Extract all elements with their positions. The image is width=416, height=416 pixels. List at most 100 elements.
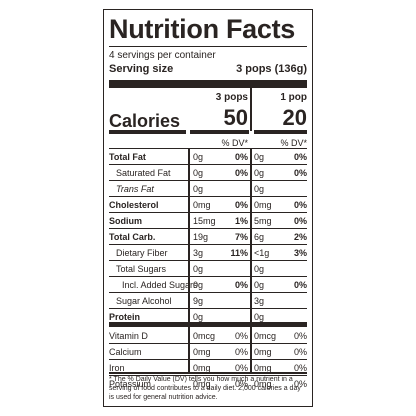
dv-header-col1: % DV* xyxy=(221,138,248,148)
row-divider xyxy=(109,180,307,181)
row-divider xyxy=(109,212,307,213)
dv-col2: 0% xyxy=(293,168,307,178)
calories-col2: 20 xyxy=(282,105,307,130)
nutrient-name: Vitamin D xyxy=(109,331,148,341)
amount-col1: 19g xyxy=(193,232,209,242)
dv-col1: 0% xyxy=(234,152,248,162)
amount-col2: 0mg xyxy=(254,200,272,210)
row-divider xyxy=(109,164,307,165)
row-divider xyxy=(109,359,307,360)
divider xyxy=(109,46,307,47)
nutrient-row: Total Fat 0g 0% 0g 0% xyxy=(104,149,312,165)
row-divider xyxy=(109,228,307,229)
dv-col2: 3% xyxy=(293,248,307,258)
nutrient-row: Saturated Fat 0g 0% 0g 0% xyxy=(104,165,312,181)
amount-col2: <1g xyxy=(254,248,270,258)
amount-col1: 0mg xyxy=(193,379,211,389)
nutrient-row: Trans Fat 0g 0g xyxy=(104,181,312,197)
nutrient-name: Sodium xyxy=(109,216,142,226)
nutrient-name: Dietary Fiber xyxy=(116,248,168,258)
nutrient-row: Potassium 0mg 0% 0mg 0% xyxy=(104,376,312,392)
nutrient-name: Total Carb. xyxy=(109,232,156,242)
thick-divider xyxy=(190,130,249,134)
amount-col2: 0mg xyxy=(254,347,272,357)
dv-col1: 0% xyxy=(234,363,248,373)
amount-col1: 0mg xyxy=(193,363,211,373)
dv-col1: 7% xyxy=(234,232,248,242)
amount-col2: 3g xyxy=(254,296,265,306)
dv-col2: 0% xyxy=(293,152,307,162)
nutrient-row: Cholesterol 0mg 0% 0mg 0% xyxy=(104,197,312,213)
dv-col1: 1% xyxy=(234,216,248,226)
row-divider xyxy=(109,292,307,293)
nutrient-name: Total Sugars xyxy=(116,264,167,274)
dv-col2: 0% xyxy=(293,280,307,290)
amount-col1: 0mg xyxy=(193,200,211,210)
amount-col2: 0g xyxy=(254,312,265,322)
serving-size-value: 3 pops (136g) xyxy=(236,63,307,75)
nutrient-row: Protein 0g 0g xyxy=(104,309,312,325)
col-divider xyxy=(188,148,190,372)
amount-col2: 0g xyxy=(254,168,265,178)
column-separator xyxy=(250,88,252,131)
row-divider xyxy=(109,375,307,376)
nutrition-facts-panel: Nutrition Facts 4 servings per container… xyxy=(103,9,313,407)
dv-col2: 0% xyxy=(293,331,307,341)
amount-col2: 6g xyxy=(254,232,265,242)
amount-col2: 0g xyxy=(254,152,265,162)
amount-col2: 0mg xyxy=(254,363,272,373)
dv-col2: 0% xyxy=(293,363,307,373)
calories-col1: 50 xyxy=(223,105,248,130)
dv-col2: 0% xyxy=(293,200,307,210)
dv-col1: 0% xyxy=(234,331,248,341)
row-divider xyxy=(109,322,307,327)
thick-divider xyxy=(109,80,307,88)
nutrient-row: Calcium 0mg 0% 0mg 0% xyxy=(104,344,312,360)
row-divider xyxy=(109,308,307,309)
dv-header-col2: % DV* xyxy=(280,138,307,148)
col2-header: 1 pop xyxy=(280,92,307,103)
amount-col1: 0mcg xyxy=(193,331,216,341)
label-title: Nutrition Facts xyxy=(109,14,296,44)
nutrient-name: Iron xyxy=(109,363,125,373)
thick-divider xyxy=(109,130,186,134)
amount-col1: 0g xyxy=(193,264,204,274)
dv-col2: 0% xyxy=(293,216,307,226)
amount-col2: 0g xyxy=(254,280,265,290)
calories-label: Calories xyxy=(109,111,181,131)
nutrient-name: Incl. Added Sugars xyxy=(122,280,198,290)
col1-header: 3 pops xyxy=(215,92,248,103)
amount-col2: 0mcg xyxy=(254,331,277,341)
col-divider xyxy=(250,148,252,372)
nutrient-row: Iron 0mg 0% 0mg 0% xyxy=(104,360,312,376)
nutrient-name: Sugar Alcohol xyxy=(116,296,172,306)
dv-col1: 0% xyxy=(234,200,248,210)
row-divider xyxy=(109,196,307,197)
row-divider xyxy=(109,260,307,261)
amount-col1: 15mg xyxy=(193,216,216,226)
amount-col1: 0g xyxy=(193,152,204,162)
footnote: * The % Daily Value (DV) tells you how m… xyxy=(109,376,301,401)
nutrient-name: Calcium xyxy=(109,347,142,357)
nutrient-name: Protein xyxy=(109,312,141,322)
nutrient-name: Potassium xyxy=(109,379,152,389)
nutrient-name: Total Fat xyxy=(109,152,146,162)
dv-col1: 0% xyxy=(234,168,248,178)
dv-col2: 0% xyxy=(293,379,307,389)
thick-divider xyxy=(254,130,307,134)
row-divider xyxy=(109,276,307,277)
row-divider xyxy=(109,244,307,245)
nutrient-name: Cholesterol xyxy=(109,200,159,210)
row-divider xyxy=(109,343,307,344)
nutrient-row: Sugar Alcohol 9g 3g xyxy=(104,293,312,309)
servings-per-container: 4 servings per container xyxy=(109,50,216,61)
thick-divider xyxy=(109,372,307,374)
nutrient-row: Vitamin D 0mcg 0% 0mcg 0% xyxy=(104,328,312,344)
dv-col1: 0% xyxy=(234,379,248,389)
amount-col2: 0mg xyxy=(254,379,272,389)
nutrient-row: Sodium 15mg 1% 5mg 0% xyxy=(104,213,312,229)
amount-col2: 0g xyxy=(254,184,265,194)
dv-col2: 0% xyxy=(293,347,307,357)
amount-col1: 0g xyxy=(193,280,204,290)
amount-col1: 9g xyxy=(193,296,204,306)
